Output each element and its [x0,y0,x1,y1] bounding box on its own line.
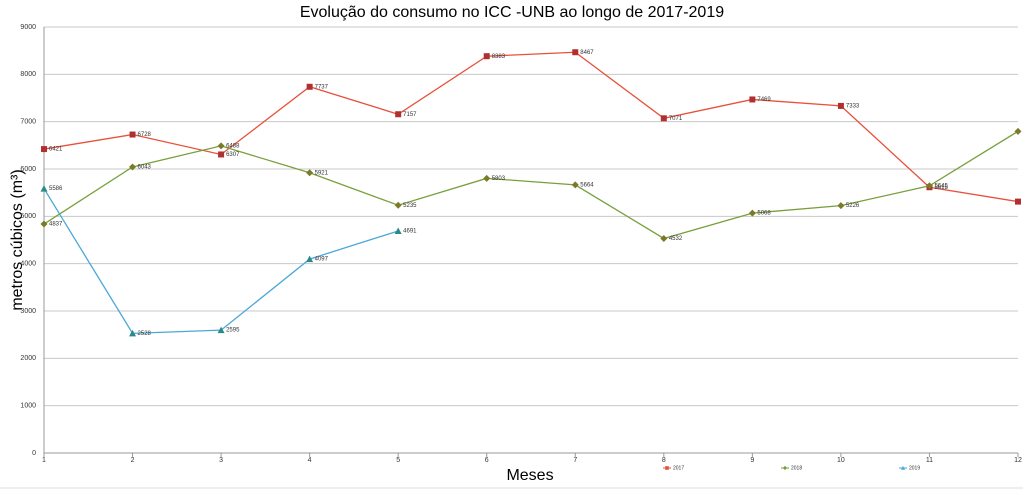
marker [306,83,313,90]
legend-label: 2018 [791,465,802,471]
marker [306,255,314,263]
y-axis-label: metros cúbicos (m³) [9,169,26,310]
legend-marker [665,466,669,470]
marker [40,185,48,192]
data-label: 7469 [757,97,771,103]
y-tick-label: 6000 [20,166,36,173]
marker [837,102,844,109]
x-tick-label: 11 [926,457,933,464]
x-tick-label: 9 [750,457,754,464]
y-tick-label: 2000 [20,355,36,362]
marker [925,182,933,190]
data-label: 4691 [403,229,417,235]
data-label: 5803 [492,176,506,182]
data-label: 7071 [669,116,683,122]
legend-marker [900,465,906,470]
chart-title: Evolução do consumo no ICC -UNB ao longo… [300,4,724,21]
marker [129,163,137,171]
marker [218,151,225,158]
marker [395,111,402,118]
data-label: 6488 [226,143,240,149]
marker [660,115,667,122]
x-tick-label: 7 [573,457,577,464]
data-label: 7333 [846,103,860,109]
x-tick-label: 4 [308,457,312,464]
marker [837,202,845,210]
legend-marker [782,465,788,471]
data-label: 4837 [49,222,63,228]
data-label: 4532 [669,236,683,242]
data-label: 5586 [49,186,63,192]
data-label: 5226 [846,203,860,209]
data-label: 2528 [138,331,152,337]
y-tick-label: 4000 [20,261,36,268]
marker [1014,127,1022,135]
y-tick-label: 7000 [20,119,36,126]
data-label: 2595 [226,328,240,334]
marker [306,169,314,177]
data-label: 7737 [315,84,329,90]
marker [40,220,48,228]
series-line [43,51,1019,203]
legend-label: 2019 [909,465,920,471]
marker [483,174,491,182]
marker [217,142,225,150]
marker [217,326,225,334]
marker [129,131,136,138]
marker [1015,198,1021,205]
marker [749,96,756,103]
data-label: 8383 [492,54,506,60]
x-tick-label: 5 [396,457,400,464]
legend-label: 2017 [673,465,684,471]
marker [41,146,47,153]
data-label: 5615 [934,185,948,191]
data-label: 6728 [138,132,152,138]
y-tick-label: 0 [32,450,36,457]
marker [748,209,756,217]
x-tick-label: 2 [131,457,135,464]
data-label: 7157 [403,112,417,118]
series-line [43,130,1019,240]
x-tick-label: 8 [662,457,666,464]
x-tick-label: 10 [837,457,845,464]
x-tick-label: 1 [42,457,46,464]
marker [129,329,137,337]
y-tick-label: 1000 [20,403,36,410]
data-label: 5664 [580,182,594,188]
data-label: 6421 [49,147,63,153]
marker [394,201,402,209]
data-label: 6307 [226,152,240,158]
data-label: 6043 [138,165,152,171]
marker [660,234,668,242]
data-label: 4097 [315,257,329,263]
data-label: 5921 [315,170,329,176]
y-tick-label: 3000 [20,308,36,315]
marker [483,53,490,60]
y-tick-label: 5000 [20,213,36,220]
marker [394,227,402,234]
x-tick-label: 3 [219,457,223,464]
x-tick-label: 12 [1014,457,1022,464]
x-axis-label: Meses [506,467,553,484]
x-tick-label: 6 [485,457,489,464]
data-label: 8467 [580,50,594,56]
y-tick-label: 8000 [20,71,36,78]
marker [572,49,579,56]
y-tick-label: 9000 [20,24,36,31]
marker [571,181,579,189]
data-label: 5235 [403,203,417,209]
data-label: 5645 [934,183,948,189]
data-label: 5068 [757,211,771,217]
